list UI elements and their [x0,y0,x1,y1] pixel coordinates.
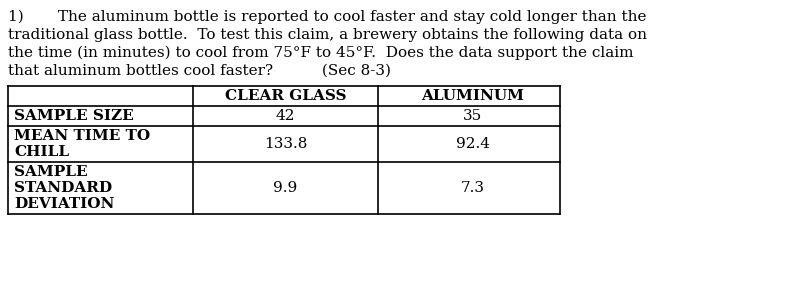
Text: 133.8: 133.8 [264,137,307,151]
Text: 35: 35 [463,109,482,123]
Text: 9.9: 9.9 [274,181,298,195]
Text: 1)       The aluminum bottle is reported to cool faster and stay cold longer tha: 1) The aluminum bottle is reported to co… [8,10,646,24]
Text: 7.3: 7.3 [461,181,485,195]
Text: traditional glass bottle.  To test this claim, a brewery obtains the following d: traditional glass bottle. To test this c… [8,28,647,42]
Text: SAMPLE SIZE: SAMPLE SIZE [14,109,134,123]
Text: CLEAR GLASS: CLEAR GLASS [225,89,346,103]
Text: MEAN TIME TO
CHILL: MEAN TIME TO CHILL [14,129,150,159]
Text: that aluminum bottles cool faster?          (Sec 8-3): that aluminum bottles cool faster? (Sec … [8,64,391,78]
Text: ALUMINUM: ALUMINUM [422,89,525,103]
Text: 92.4: 92.4 [456,137,490,151]
Text: SAMPLE
STANDARD
DEVIATION: SAMPLE STANDARD DEVIATION [14,165,114,211]
Text: the time (in minutes) to cool from 75°F to 45°F.  Does the data support the clai: the time (in minutes) to cool from 75°F … [8,46,634,60]
Text: 42: 42 [276,109,295,123]
